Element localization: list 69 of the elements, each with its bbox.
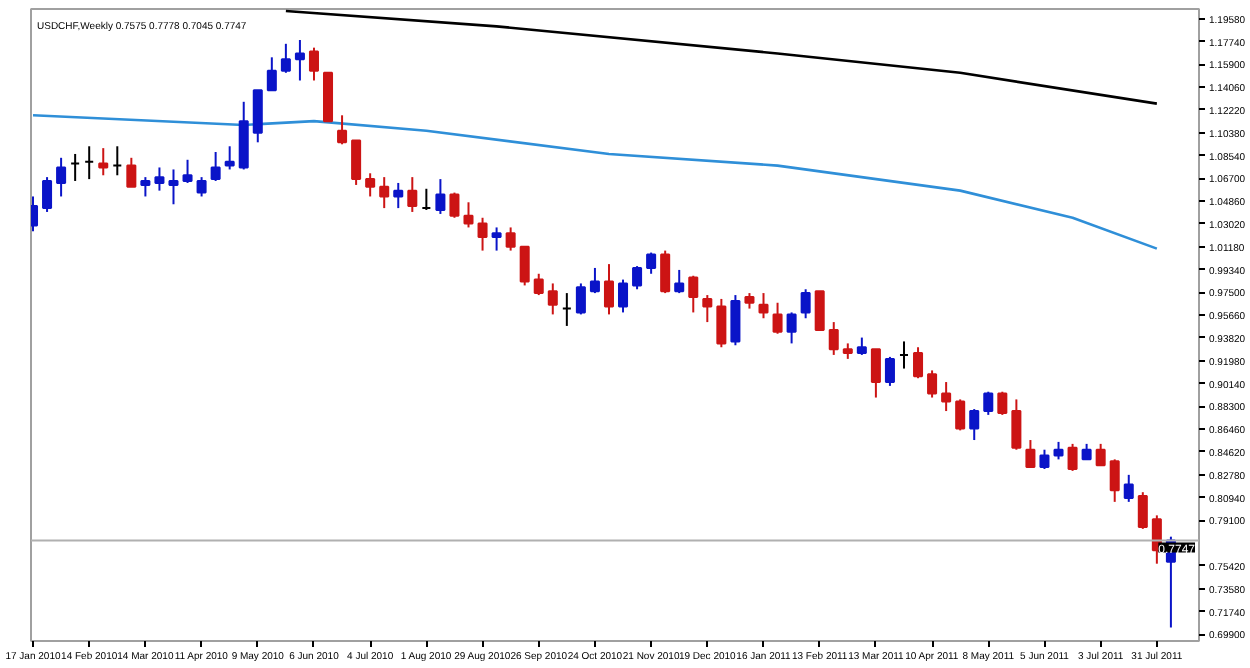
candlestick bbox=[140, 176, 151, 198]
candlestick bbox=[575, 282, 586, 316]
candlestick bbox=[393, 181, 404, 210]
candlestick bbox=[969, 408, 980, 442]
candlestick bbox=[758, 292, 769, 320]
candlestick bbox=[983, 390, 994, 416]
candlestick bbox=[351, 139, 362, 186]
candlestick bbox=[1137, 491, 1148, 530]
candlestick bbox=[477, 216, 488, 252]
candlestick bbox=[56, 156, 67, 198]
candlestick bbox=[941, 381, 952, 413]
candlestick bbox=[618, 278, 629, 314]
candlestick bbox=[407, 176, 418, 213]
candlestick bbox=[632, 265, 643, 291]
candlestick bbox=[716, 297, 727, 349]
candlestick bbox=[955, 398, 966, 432]
candlestick bbox=[224, 145, 235, 171]
candlestick bbox=[294, 38, 305, 82]
candlestick bbox=[547, 282, 558, 316]
candlestick bbox=[589, 266, 600, 295]
candlestick bbox=[1123, 473, 1134, 503]
candlestick bbox=[280, 42, 291, 74]
candlestick bbox=[814, 290, 825, 331]
candlestick bbox=[266, 56, 277, 92]
candlestick bbox=[31, 195, 39, 233]
candlestick bbox=[182, 158, 193, 184]
candlestick bbox=[435, 178, 446, 215]
candlestick bbox=[772, 301, 783, 335]
candlestick bbox=[688, 274, 699, 314]
candlestick bbox=[870, 348, 881, 399]
candlestick bbox=[1025, 439, 1036, 469]
candlestick bbox=[449, 191, 460, 219]
candlestick bbox=[519, 245, 530, 287]
candlestick bbox=[308, 46, 319, 82]
candlestick bbox=[154, 166, 165, 192]
candlestick bbox=[210, 150, 221, 182]
candlestick bbox=[997, 390, 1008, 416]
candlestick bbox=[660, 249, 671, 295]
candlestick bbox=[365, 172, 376, 198]
candlestick bbox=[1109, 458, 1120, 503]
candlestick bbox=[533, 272, 544, 297]
candlestick bbox=[1095, 442, 1106, 467]
candlestick bbox=[913, 346, 924, 380]
candlestick bbox=[252, 89, 263, 144]
line-series bbox=[31, 114, 1159, 250]
candlestick bbox=[463, 201, 474, 229]
candlestick bbox=[238, 100, 249, 171]
candlestick bbox=[337, 114, 348, 146]
candlestick bbox=[786, 311, 797, 345]
candlestick bbox=[730, 294, 741, 347]
candlestick bbox=[1039, 448, 1050, 471]
candlestick bbox=[126, 156, 137, 188]
candlestick bbox=[168, 168, 179, 206]
candlestick bbox=[379, 176, 390, 210]
candlestick bbox=[828, 321, 839, 356]
line-series bbox=[284, 9, 1159, 105]
candlestick bbox=[491, 226, 502, 252]
candlestick bbox=[927, 369, 938, 399]
candlestick bbox=[98, 147, 109, 177]
candlestick bbox=[674, 268, 685, 295]
candlestick bbox=[196, 176, 207, 198]
candlestick bbox=[603, 263, 614, 316]
candlestick bbox=[884, 355, 895, 387]
candlestick bbox=[42, 176, 53, 213]
candlestick bbox=[505, 226, 516, 252]
candlestick bbox=[800, 288, 811, 320]
candlestick bbox=[1011, 398, 1022, 451]
candlestick bbox=[702, 294, 713, 324]
candlestick bbox=[1067, 442, 1078, 472]
